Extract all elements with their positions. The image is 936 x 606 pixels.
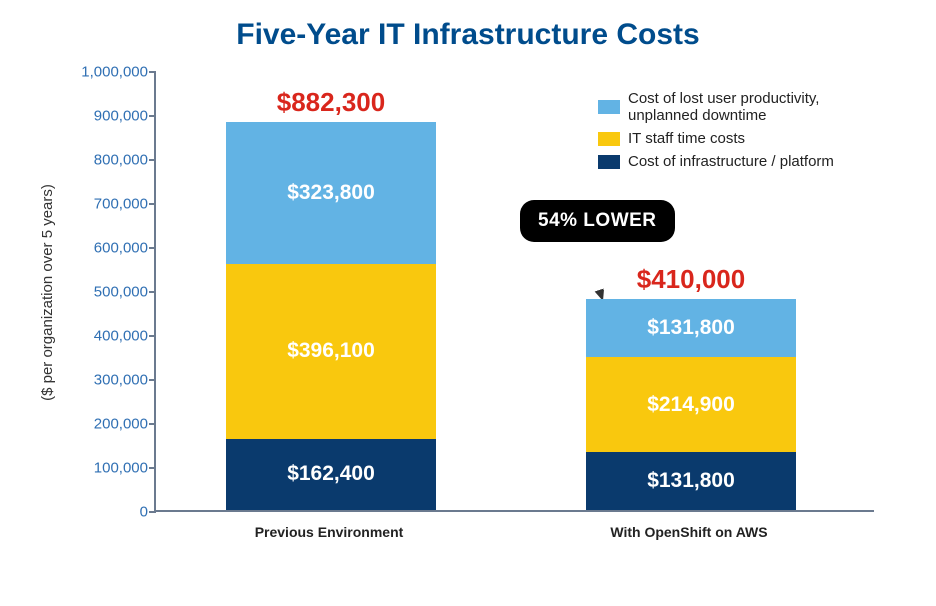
- y-tick-label: 300,000: [64, 372, 148, 389]
- chart: ($ per organization over 5 years) 0100,0…: [50, 72, 880, 552]
- y-tick-mark: [149, 159, 156, 161]
- legend-swatch: [598, 132, 620, 146]
- y-tick-label: 200,000: [64, 416, 148, 433]
- y-tick-label: 700,000: [64, 196, 148, 213]
- bar: $323,800$396,100$162,400$882,300: [226, 122, 436, 510]
- legend-swatch: [598, 155, 620, 169]
- legend: Cost of lost user productivity, unplanne…: [598, 90, 874, 176]
- x-axis-label: With OpenShift on AWS: [564, 524, 814, 540]
- legend-label: IT staff time costs: [628, 130, 745, 147]
- y-tick-label: 100,000: [64, 460, 148, 477]
- y-tick-mark: [149, 115, 156, 117]
- legend-item-downtime: Cost of lost user productivity, unplanne…: [598, 90, 874, 124]
- bar-segment-staff: $396,100: [226, 264, 436, 438]
- plot-area: 54% LOWER Cost of lost user productivity…: [154, 72, 874, 512]
- legend-label: Cost of lost user productivity, unplanne…: [628, 90, 874, 124]
- y-tick-mark: [149, 379, 156, 381]
- bar-total-label: $882,300: [226, 87, 436, 118]
- y-tick-label: 800,000: [64, 152, 148, 169]
- y-tick-mark: [149, 335, 156, 337]
- bar-segment-infra: $131,800: [586, 452, 796, 510]
- y-tick-mark: [149, 423, 156, 425]
- y-tick-label: 0: [64, 504, 148, 521]
- bar-total-label: $410,000: [586, 264, 796, 295]
- y-tick-mark: [149, 203, 156, 205]
- y-tick-label: 400,000: [64, 328, 148, 345]
- y-tick-label: 1,000,000: [64, 64, 148, 81]
- y-axis-ticks: 0100,000200,000300,000400,000500,000600,…: [64, 72, 148, 512]
- bar-segment-downtime: $131,800: [586, 299, 796, 357]
- y-tick-mark: [149, 71, 156, 73]
- y-tick-mark: [149, 291, 156, 293]
- y-axis-label: ($ per organization over 5 years): [34, 72, 60, 512]
- y-tick-label: 600,000: [64, 240, 148, 257]
- legend-swatch: [598, 100, 620, 114]
- legend-label: Cost of infrastructure / platform: [628, 153, 834, 170]
- x-axis-label: Previous Environment: [204, 524, 454, 540]
- y-axis-label-text: ($ per organization over 5 years): [39, 184, 56, 401]
- y-tick-label: 900,000: [64, 108, 148, 125]
- y-tick-mark: [149, 467, 156, 469]
- reduction-callout: 54% LOWER: [520, 200, 675, 242]
- legend-item-staff: IT staff time costs: [598, 130, 874, 147]
- chart-title: Five-Year IT Infrastructure Costs: [0, 0, 936, 52]
- y-tick-label: 500,000: [64, 284, 148, 301]
- bar-segment-staff: $214,900: [586, 357, 796, 452]
- x-axis-labels: Previous Environment With OpenShift on AW…: [154, 520, 874, 568]
- legend-item-infra: Cost of infrastructure / platform: [598, 153, 874, 170]
- bar: $131,800$214,900$131,800$410,000: [586, 299, 796, 510]
- y-tick-mark: [149, 247, 156, 249]
- bar-segment-downtime: $323,800: [226, 122, 436, 264]
- bar-segment-infra: $162,400: [226, 439, 436, 510]
- y-tick-mark: [149, 511, 156, 513]
